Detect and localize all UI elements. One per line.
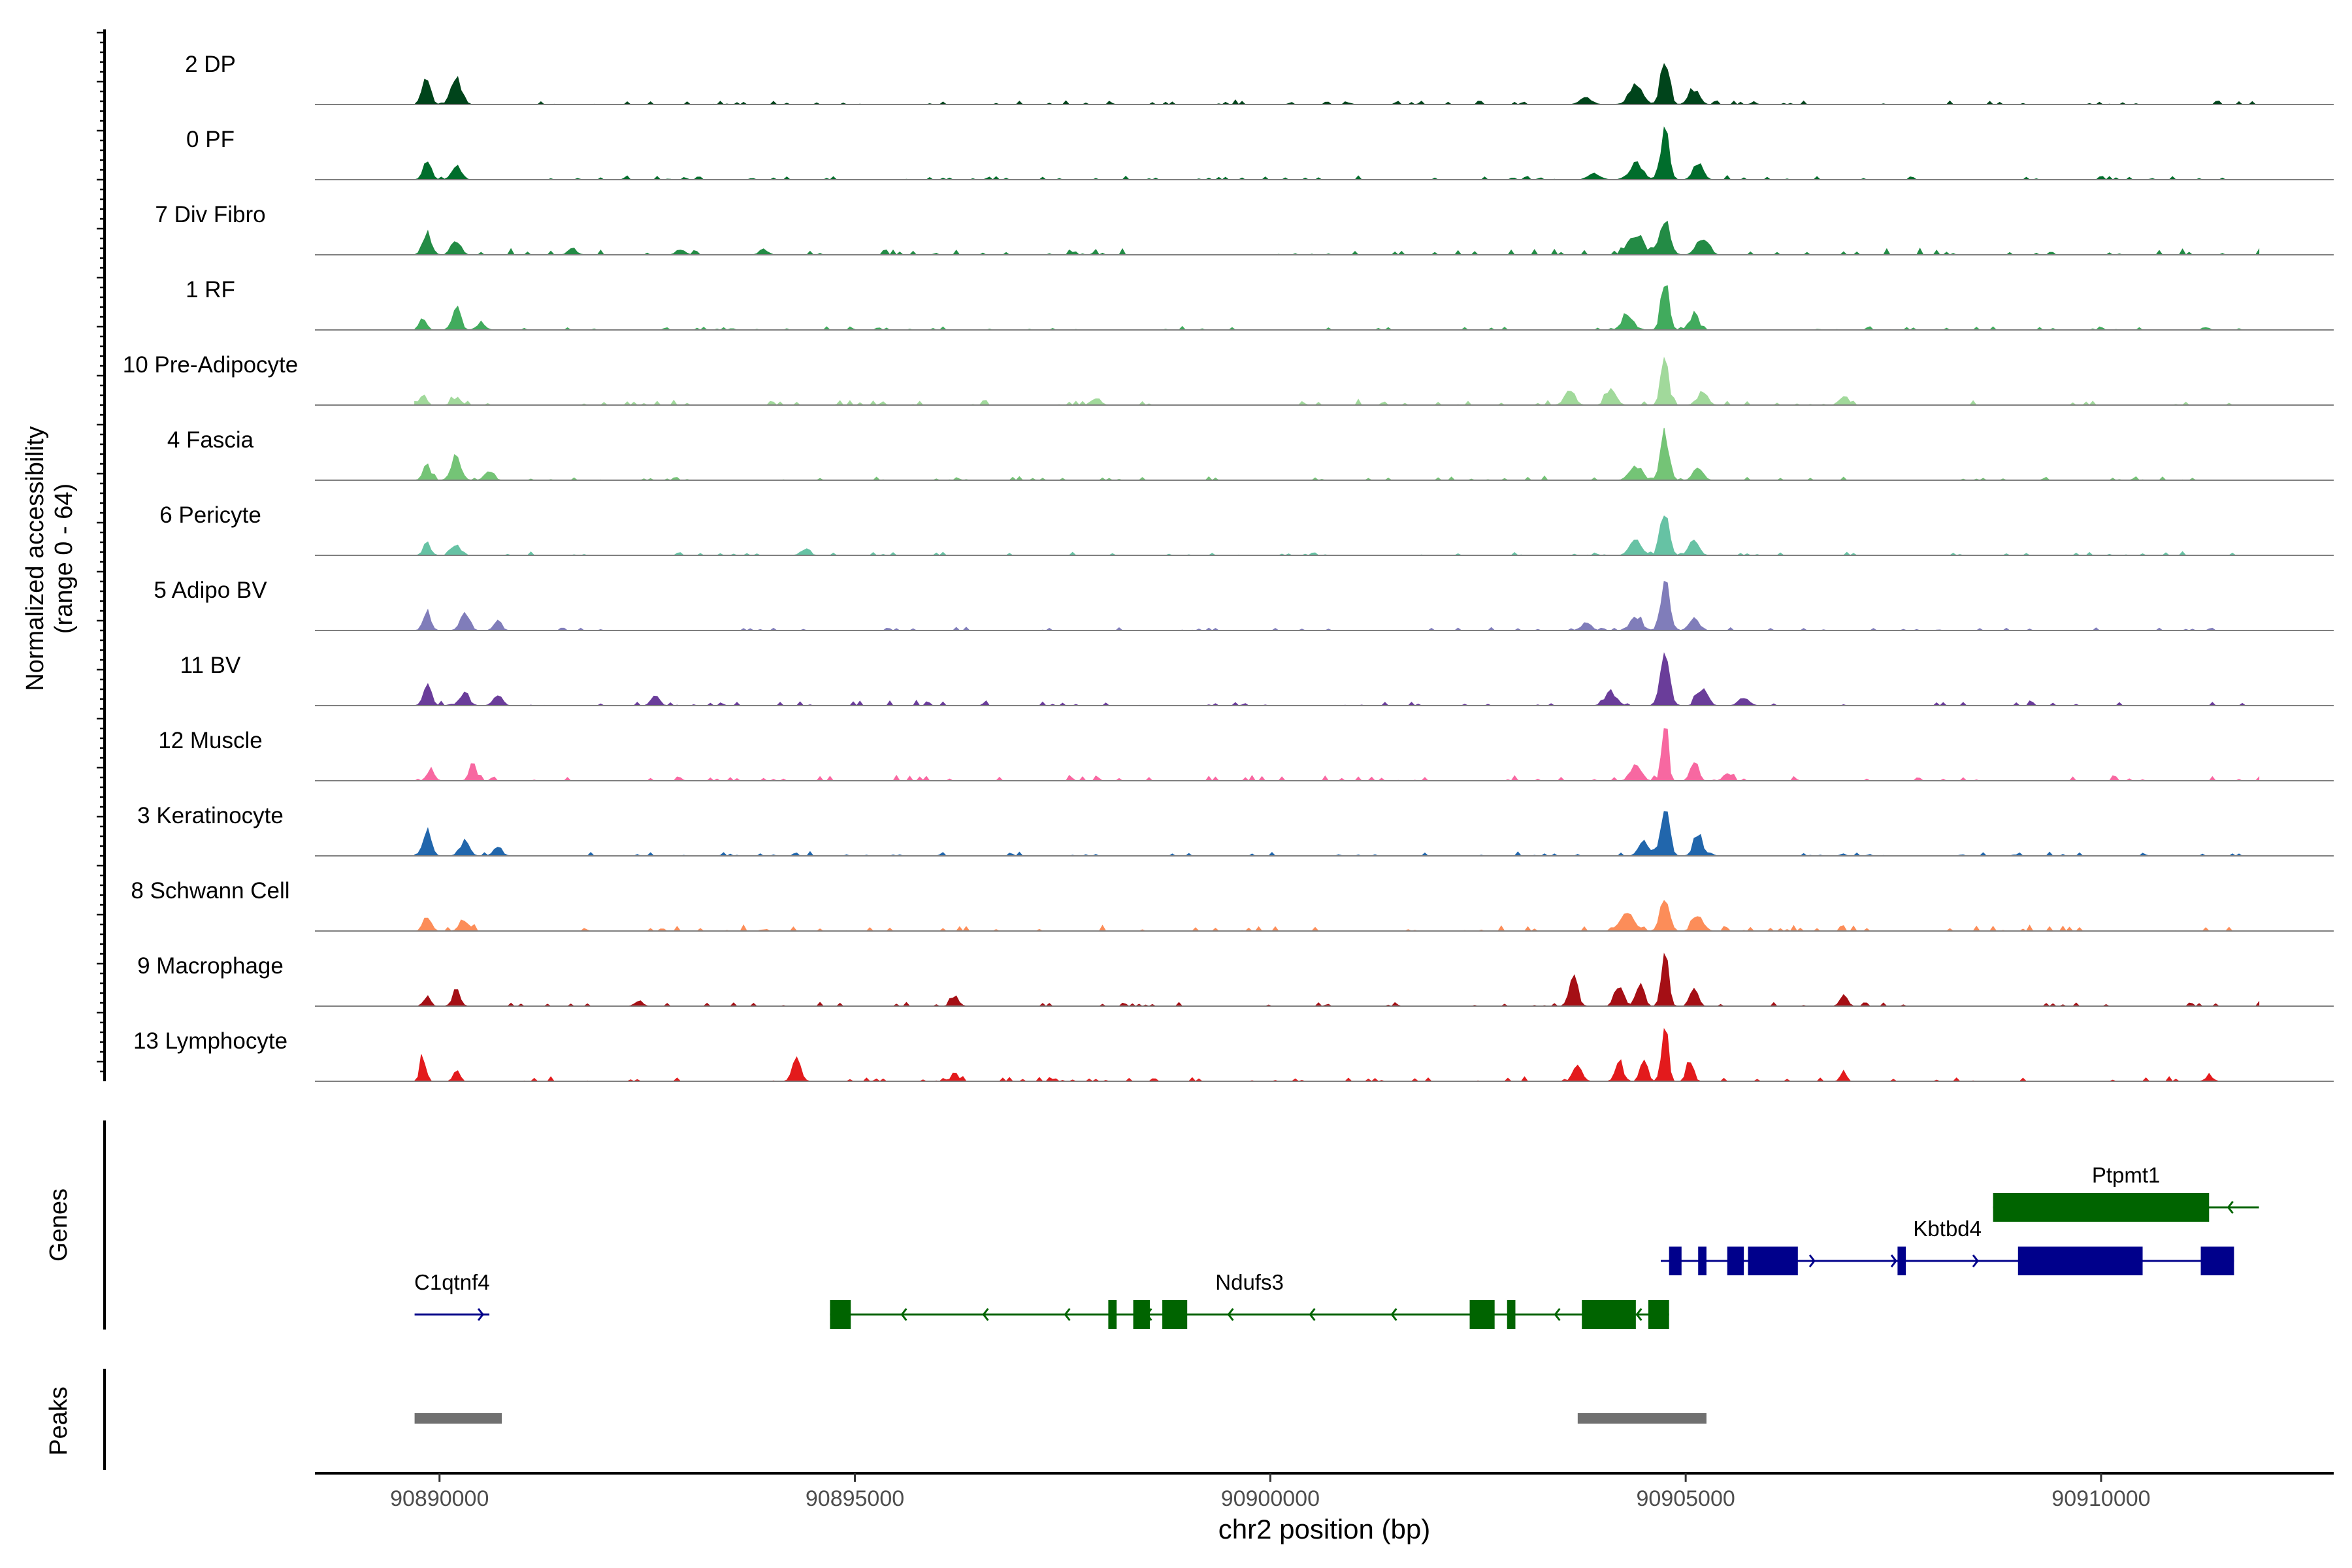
strand-arrow (900, 1308, 907, 1321)
track-9: 12 Muscle (158, 728, 2334, 781)
gene-exon (1469, 1300, 1495, 1329)
coverage-area (414, 900, 2259, 932)
track-3: 1 RF (186, 277, 2334, 331)
gene-label: Ptpmt1 (2092, 1163, 2161, 1187)
coverage-area (414, 63, 2259, 105)
track-label: 13 Lymphocyte (133, 1028, 287, 1054)
y-axis-title-line1: Normalized accessibility (22, 426, 49, 691)
coverage-area (414, 515, 2259, 556)
strand-arrow (1808, 1254, 1816, 1267)
x-tick-label: 90910000 (2051, 1486, 2150, 1511)
track-label: 6 Pericyte (159, 502, 261, 528)
gene-Ptpmt1: Ptpmt1 (1993, 1163, 2259, 1222)
coverage-area (414, 811, 2259, 857)
strand-arrow (1227, 1308, 1234, 1321)
gene-exon (1108, 1300, 1117, 1329)
strand-arrow (2227, 1201, 2234, 1214)
strand-arrow (982, 1308, 989, 1321)
track-5: 4 Fascia (167, 427, 2334, 481)
strand-arrow (1390, 1308, 1397, 1321)
track-10: 3 Keratinocyte (137, 803, 2334, 857)
track-6: 6 Pericyte (159, 502, 2334, 556)
y-axis-ticks (97, 31, 105, 1073)
coverage-area (414, 427, 2259, 481)
x-tick-label: 90905000 (1637, 1486, 1735, 1511)
strand-arrow (1890, 1254, 1897, 1267)
gene-label: Ndufs3 (1215, 1270, 1284, 1294)
track-label: 1 RF (186, 277, 235, 302)
y-axis-title: Normalized accessibility (range 0 - 64) (22, 426, 78, 691)
coverage-area (414, 953, 2260, 1007)
coverage-area (414, 220, 2260, 255)
gene-exon (1897, 1247, 1906, 1275)
genes-panel-label: Genes (45, 1188, 73, 1262)
gene-exon (1748, 1247, 1798, 1275)
gene-exon (2200, 1247, 2234, 1275)
gene-exon (1648, 1300, 1669, 1329)
track-label: 4 Fascia (167, 427, 254, 453)
gene-exon (1669, 1247, 1682, 1275)
gene-exon (1582, 1300, 1636, 1329)
track-13: 13 Lymphocyte (133, 1028, 2334, 1082)
track-label: 9 Macrophage (137, 953, 284, 979)
gene-exon (1162, 1300, 1188, 1329)
coverage-area (414, 1028, 2259, 1082)
peaks-panel-label: Peaks (45, 1386, 73, 1456)
track-4: 10 Pre-Adipocyte (123, 352, 2334, 406)
strand-arrow (477, 1308, 484, 1321)
track-11: 8 Schwann Cell (131, 878, 2334, 932)
track-label: 3 Keratinocyte (137, 803, 284, 828)
peak-region (414, 1413, 502, 1424)
gene-exon (2017, 1247, 2143, 1275)
track-label: 8 Schwann Cell (131, 878, 289, 904)
gene-exon (1993, 1193, 2210, 1222)
track-0: 2 DP (185, 52, 2334, 105)
track-12: 9 Macrophage (137, 953, 2334, 1007)
track-label: 2 DP (185, 52, 236, 77)
gene-exon (1133, 1300, 1150, 1329)
strand-arrow (1064, 1308, 1071, 1321)
track-label: 7 Div Fibro (155, 202, 265, 227)
gene-exon (830, 1300, 851, 1329)
coverage-area (414, 728, 2260, 781)
x-axis-ticks: 90890000 90895000 90900000 90905000 90910000 (390, 1473, 2151, 1511)
track-label: 10 Pre-Adipocyte (123, 352, 298, 378)
gene-exon (1698, 1247, 1707, 1275)
coverage-area (414, 285, 2259, 331)
gene-Kbtbd4: Kbtbd4 (1661, 1217, 2234, 1275)
strand-arrow (1554, 1308, 1561, 1321)
gene-C1qtnf4: C1qtnf4 (414, 1270, 490, 1321)
coverage-area (414, 580, 2259, 631)
peak-annotation-panel (414, 1413, 1707, 1424)
x-axis-title: chr2 position (bp) (1218, 1514, 1431, 1544)
x-tick-label: 90900000 (1221, 1486, 1320, 1511)
track-label: 0 PF (186, 127, 235, 152)
track-1: 0 PF (186, 126, 2334, 180)
coverage-tracks: 2 DP 0 PF 7 Div Fibro 1 RF 10 Pre-Adipocyte 4… (123, 52, 2334, 1082)
peak-region (1577, 1413, 1707, 1424)
coverage-area (414, 652, 2259, 706)
track-7: 5 Adipo BV (154, 578, 2334, 631)
x-tick-label: 90895000 (806, 1486, 904, 1511)
track-label: 11 BV (180, 653, 241, 678)
strand-arrow (1972, 1254, 1979, 1267)
x-tick-label: 90890000 (390, 1486, 489, 1511)
coverage-area (414, 126, 2259, 180)
track-label: 5 Adipo BV (154, 578, 267, 603)
strand-arrow (1309, 1308, 1316, 1321)
gene-annotation-panel: C1qtnf4 Ndufs3 Kbtbd4 Ptpmt1 (414, 1163, 2259, 1329)
coverage-area (414, 356, 2259, 406)
gene-exon (1727, 1247, 1744, 1275)
gene-Ndufs3: Ndufs3 (830, 1270, 1669, 1329)
strand-arrow (1635, 1308, 1642, 1321)
gene-exon (1507, 1300, 1516, 1329)
track-label: 12 Muscle (158, 728, 263, 753)
track-8: 11 BV (180, 652, 2334, 706)
gene-label: Kbtbd4 (1913, 1217, 1982, 1241)
gene-label: C1qtnf4 (414, 1270, 490, 1294)
y-axis-title-line2: (range 0 - 64) (50, 483, 78, 634)
track-2: 7 Div Fibro (155, 202, 2334, 255)
